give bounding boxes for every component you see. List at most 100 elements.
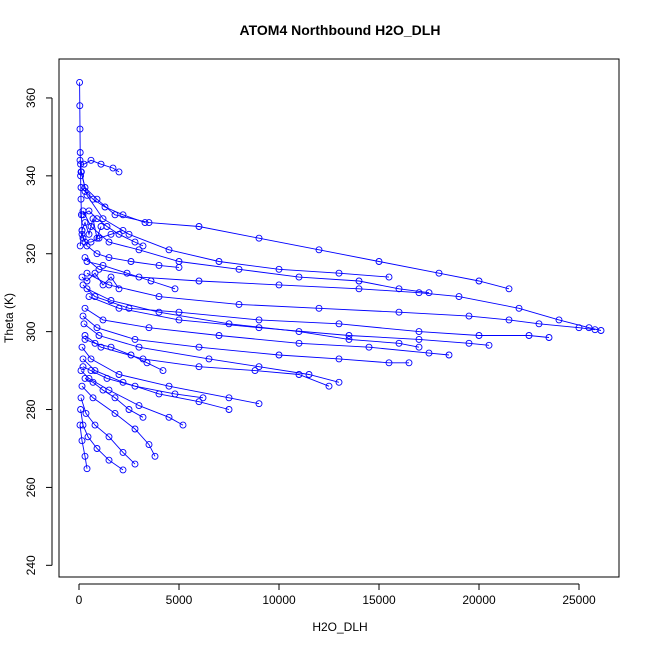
data-point bbox=[375, 258, 383, 265]
data-point bbox=[315, 246, 323, 254]
data-point bbox=[89, 394, 97, 402]
data-point bbox=[465, 312, 473, 320]
series-line bbox=[79, 160, 510, 290]
data-point bbox=[81, 374, 89, 382]
data-point bbox=[335, 378, 343, 386]
data-point bbox=[131, 335, 139, 343]
data-point bbox=[475, 277, 483, 285]
data-point bbox=[77, 367, 85, 375]
data-point bbox=[155, 308, 163, 316]
series-line bbox=[86, 272, 596, 331]
data-point bbox=[77, 160, 85, 168]
data-point bbox=[76, 421, 84, 429]
data-point bbox=[81, 452, 89, 460]
data-point bbox=[77, 195, 85, 203]
data-point bbox=[131, 238, 139, 246]
plot-frame bbox=[58, 58, 620, 578]
data-point bbox=[101, 203, 109, 211]
data-point bbox=[545, 334, 553, 341]
data-point bbox=[81, 332, 89, 339]
data-point bbox=[131, 425, 139, 433]
data-point bbox=[111, 409, 119, 417]
x-tick-label: 0 bbox=[76, 593, 83, 607]
data-point bbox=[305, 371, 313, 378]
data-point bbox=[85, 293, 93, 301]
data-point bbox=[81, 335, 89, 343]
y-axis: 240 260 280 300 320 340 360 bbox=[24, 88, 53, 575]
series-line bbox=[84, 335, 330, 387]
data-point bbox=[251, 367, 259, 375]
data-point bbox=[139, 242, 147, 250]
data-point bbox=[355, 285, 363, 293]
data-point bbox=[171, 390, 179, 398]
series-line bbox=[82, 284, 550, 338]
series-line bbox=[88, 296, 490, 346]
data-point bbox=[81, 304, 89, 312]
data-point bbox=[555, 316, 563, 324]
series-line bbox=[81, 385, 156, 457]
data-point bbox=[83, 242, 91, 250]
data-point bbox=[107, 343, 115, 351]
series-line bbox=[86, 288, 420, 348]
data-point bbox=[147, 277, 155, 285]
data-point bbox=[123, 269, 131, 277]
series-line bbox=[84, 307, 450, 356]
data-point bbox=[103, 374, 111, 382]
data-point bbox=[199, 394, 207, 402]
data-point bbox=[395, 339, 403, 347]
data-point bbox=[255, 234, 263, 242]
data-point bbox=[93, 234, 101, 242]
data-point bbox=[175, 316, 183, 324]
data-point bbox=[275, 351, 283, 359]
data-point bbox=[119, 448, 127, 456]
series-line bbox=[86, 261, 176, 290]
data-point bbox=[105, 433, 113, 441]
data-point bbox=[115, 168, 123, 176]
data-point bbox=[93, 215, 101, 223]
data-point bbox=[99, 281, 107, 289]
data-point bbox=[91, 421, 99, 429]
data-point bbox=[275, 265, 283, 273]
data-point bbox=[76, 102, 84, 110]
data-point bbox=[119, 211, 127, 219]
data-point bbox=[575, 324, 583, 332]
data-point bbox=[131, 382, 139, 390]
data-point bbox=[80, 160, 88, 168]
data-point bbox=[87, 223, 95, 230]
series-line bbox=[81, 234, 180, 268]
data-point bbox=[107, 273, 115, 281]
data-point bbox=[87, 367, 95, 375]
data-point bbox=[425, 289, 433, 297]
data-point bbox=[155, 261, 163, 269]
data-point bbox=[135, 343, 143, 351]
data-point bbox=[78, 226, 86, 234]
data-point bbox=[415, 289, 423, 297]
data-point bbox=[505, 316, 513, 324]
y-tick-label: 360 bbox=[24, 88, 38, 108]
data-point bbox=[79, 312, 87, 320]
data-point bbox=[76, 125, 84, 133]
x-axis-label: H2O_DLH bbox=[312, 620, 367, 634]
data-point bbox=[93, 324, 101, 332]
data-point bbox=[195, 398, 203, 406]
data-point bbox=[89, 215, 97, 223]
data-point bbox=[83, 269, 91, 277]
data-point bbox=[89, 195, 97, 203]
data-point bbox=[81, 254, 89, 262]
data-point bbox=[195, 277, 203, 285]
data-point bbox=[225, 394, 233, 402]
data-point bbox=[99, 261, 107, 269]
data-point bbox=[79, 211, 87, 219]
data-point bbox=[83, 258, 91, 265]
data-point bbox=[105, 238, 113, 246]
x-axis: 0 5000 10000 15000 20000 25000 bbox=[76, 583, 596, 607]
data-point bbox=[591, 326, 599, 334]
data-point bbox=[97, 343, 105, 351]
data-point bbox=[99, 316, 107, 324]
data-point bbox=[83, 465, 91, 473]
data-point bbox=[585, 324, 593, 332]
data-point bbox=[295, 328, 303, 336]
data-point bbox=[405, 359, 413, 367]
data-point bbox=[84, 433, 92, 441]
